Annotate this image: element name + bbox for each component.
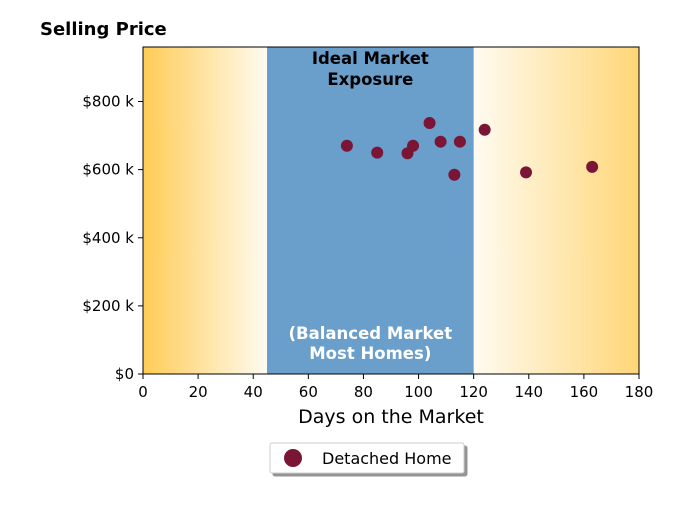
y-tick-label: $0 [115, 365, 134, 383]
y-tick-label: $600 k [82, 161, 134, 179]
data-point [340, 139, 353, 152]
plot-frame [142, 46, 640, 375]
band-0 [143, 47, 267, 374]
data-point [371, 146, 384, 159]
x-tick-label: 140 [514, 383, 543, 401]
data-point [520, 166, 533, 179]
data-point [453, 135, 466, 148]
data-point [448, 168, 461, 181]
y-tick-label: $400 k [82, 229, 134, 247]
band-labels: Ideal Market Exposure (Balanced MarketMost… [289, 49, 453, 363]
data-point [407, 139, 420, 152]
data-points [340, 116, 599, 181]
x-axis-title: Days on the Market [298, 406, 484, 428]
x-tick-label: 0 [138, 383, 148, 401]
band-2 [473, 47, 639, 374]
data-point [434, 135, 447, 148]
band-label-bottom-line: (Balanced Market [289, 324, 453, 343]
legend-box [269, 442, 465, 474]
x-tick-label: 20 [189, 383, 208, 401]
legend-marker [284, 449, 302, 467]
band-1 [267, 47, 474, 374]
x-tick-label: 40 [244, 383, 263, 401]
x-tick-label: 120 [459, 383, 488, 401]
x-axis: 0 20 40 60 80 100 120 140 160 180 [138, 374, 653, 401]
x-tick-label: 80 [354, 383, 373, 401]
y-tick-label: $800 k [82, 93, 134, 111]
legend: Detached Home [269, 442, 465, 474]
y-axis: $0 $200 k $400 k $600 k $800 k [82, 93, 143, 383]
band-label-top-line: Ideal Market [312, 49, 429, 68]
data-point [478, 123, 491, 136]
x-tick-label: 160 [570, 383, 599, 401]
x-tick-label: 180 [625, 383, 654, 401]
chart-title: Selling Price [40, 19, 167, 40]
data-point [423, 116, 436, 129]
band-label-bottom-line: Most Homes) [309, 344, 431, 363]
legend-label: Detached Home [322, 449, 452, 468]
x-tick-label: 100 [404, 383, 433, 401]
data-point [586, 160, 599, 173]
y-tick-label: $200 k [82, 297, 134, 315]
x-tick-label: 60 [299, 383, 318, 401]
band-label-top-line: Exposure [327, 70, 413, 89]
market-bands [143, 47, 639, 374]
